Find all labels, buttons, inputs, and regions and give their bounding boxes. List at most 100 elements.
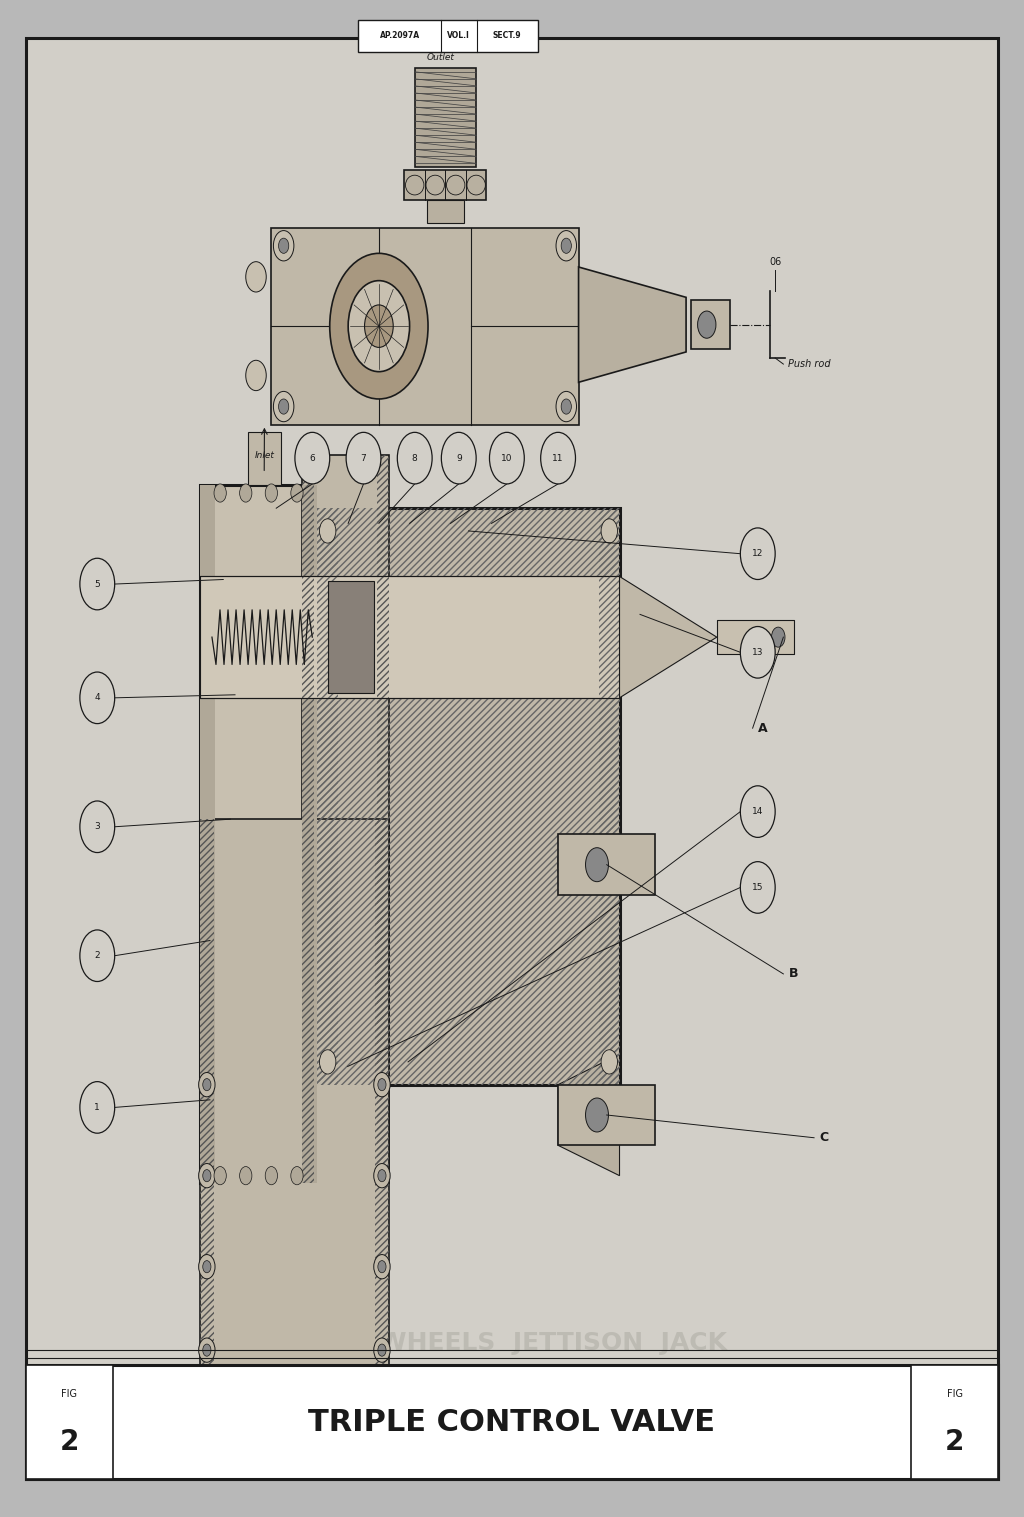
Text: 06: 06 <box>769 256 781 267</box>
Polygon shape <box>558 834 620 895</box>
Bar <box>911 1365 998 1479</box>
Bar <box>26 1365 113 1479</box>
Bar <box>558 1085 655 1145</box>
Circle shape <box>489 432 524 484</box>
Circle shape <box>374 1073 390 1097</box>
Circle shape <box>374 1338 390 1362</box>
Circle shape <box>365 305 393 347</box>
Text: C: C <box>819 1132 828 1144</box>
Bar <box>26 1365 998 1479</box>
Bar <box>691 300 730 349</box>
Circle shape <box>697 311 716 338</box>
Circle shape <box>319 519 336 543</box>
Bar <box>271 228 579 425</box>
Circle shape <box>740 862 775 913</box>
Text: 2: 2 <box>59 1427 79 1455</box>
Text: 15: 15 <box>752 883 764 892</box>
Circle shape <box>378 1079 386 1091</box>
Text: SECT.9: SECT.9 <box>493 32 521 39</box>
Text: FIG: FIG <box>61 1388 77 1399</box>
Circle shape <box>80 558 115 610</box>
Bar <box>317 508 620 576</box>
Circle shape <box>291 484 303 502</box>
Circle shape <box>265 484 278 502</box>
Bar <box>415 68 476 167</box>
Text: Push rod: Push rod <box>788 360 831 369</box>
Circle shape <box>240 1167 252 1185</box>
Circle shape <box>740 786 775 837</box>
Bar <box>358 20 538 52</box>
Text: 13: 13 <box>752 648 764 657</box>
Circle shape <box>80 672 115 724</box>
Text: AP.2097A: AP.2097A <box>380 32 420 39</box>
Circle shape <box>397 432 432 484</box>
Circle shape <box>246 261 266 293</box>
Circle shape <box>291 1167 303 1185</box>
Polygon shape <box>620 576 717 698</box>
Circle shape <box>265 1167 278 1185</box>
Circle shape <box>203 1079 211 1091</box>
Circle shape <box>348 281 410 372</box>
Circle shape <box>279 238 289 253</box>
Bar <box>375 819 389 1388</box>
Bar <box>302 455 314 1183</box>
Circle shape <box>199 1338 215 1362</box>
Text: 1: 1 <box>94 1103 100 1112</box>
Bar <box>200 485 215 1183</box>
Bar <box>200 819 214 1388</box>
Circle shape <box>80 930 115 981</box>
Circle shape <box>246 361 266 391</box>
Circle shape <box>214 484 226 502</box>
Text: VOL.I: VOL.I <box>447 32 470 39</box>
Bar <box>558 834 655 895</box>
Circle shape <box>601 519 617 543</box>
Text: MAIN WHEELS  JETTISON  JACK: MAIN WHEELS JETTISON JACK <box>297 1330 727 1355</box>
Circle shape <box>295 432 330 484</box>
Bar <box>328 581 374 693</box>
Text: Outlet: Outlet <box>426 53 455 62</box>
Bar <box>317 698 620 1085</box>
Text: 4: 4 <box>94 693 100 702</box>
Circle shape <box>273 231 294 261</box>
Circle shape <box>199 1164 215 1188</box>
Circle shape <box>378 1261 386 1273</box>
Bar <box>302 455 389 1183</box>
Circle shape <box>740 627 775 678</box>
Circle shape <box>203 1170 211 1182</box>
Bar <box>200 576 620 698</box>
Text: 8: 8 <box>412 454 418 463</box>
Circle shape <box>203 1344 211 1356</box>
Text: 5: 5 <box>94 579 100 589</box>
Circle shape <box>601 1050 617 1074</box>
Bar <box>404 170 486 200</box>
Circle shape <box>561 238 571 253</box>
Circle shape <box>378 1344 386 1356</box>
Text: FIG: FIG <box>947 1388 963 1399</box>
Circle shape <box>279 399 289 414</box>
Polygon shape <box>558 1054 620 1176</box>
Bar <box>200 819 389 1388</box>
Text: TRIPLE CONTROL VALVE: TRIPLE CONTROL VALVE <box>308 1408 716 1437</box>
Circle shape <box>203 1261 211 1273</box>
Circle shape <box>586 848 608 881</box>
Bar <box>599 508 620 1085</box>
Text: 12: 12 <box>752 549 764 558</box>
Circle shape <box>273 391 294 422</box>
Circle shape <box>199 1255 215 1279</box>
Bar <box>317 508 338 1085</box>
Circle shape <box>556 231 577 261</box>
Circle shape <box>378 1170 386 1182</box>
Text: 11: 11 <box>552 454 564 463</box>
Polygon shape <box>579 267 686 382</box>
Text: 14: 14 <box>752 807 764 816</box>
Text: A: A <box>758 722 767 734</box>
Circle shape <box>556 391 577 422</box>
Circle shape <box>330 253 428 399</box>
Circle shape <box>80 1082 115 1133</box>
Bar <box>377 455 389 1183</box>
Circle shape <box>346 432 381 484</box>
Bar <box>200 485 317 1183</box>
Circle shape <box>214 1167 226 1185</box>
Text: 6: 6 <box>309 454 315 463</box>
Text: 9: 9 <box>456 454 462 463</box>
